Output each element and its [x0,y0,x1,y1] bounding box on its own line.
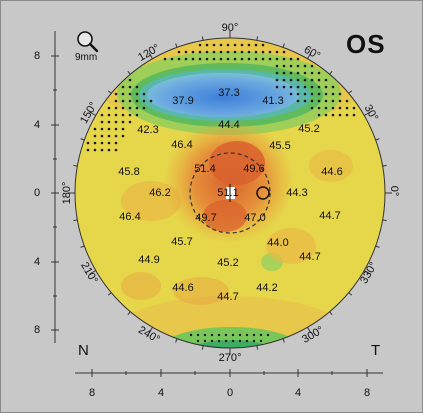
left-axis-tick-label: 4 [33,256,41,268]
bottom-axis-tick-label: 0 [226,387,234,399]
power-value: 44.4 [218,119,240,131]
power-value: 45.5 [269,140,291,152]
power-value: 45.8 [118,166,140,178]
left-axis-tick-label: 8 [33,50,41,62]
magnifier-icon[interactable] [77,31,99,53]
corner-label-nasal: N [78,342,89,359]
power-value: 49.7 [195,212,217,224]
power-value: 46.4 [171,139,193,151]
power-value: 44.0 [267,237,289,249]
corner-label-temporal: T [371,342,381,359]
power-value: 47.0 [244,212,266,224]
eye-label: OS [346,29,386,59]
pupil-marker [256,186,270,200]
bottom-axis-tick-label: 8 [363,387,371,399]
power-value: 44.7 [217,291,239,303]
angle-label: 270° [218,352,242,364]
bottom-axis-tick-label: 4 [157,387,165,399]
power-value: 45.2 [298,123,320,135]
angle-label: 0° [388,185,400,197]
angle-label: 90° [221,22,239,34]
power-value: 44.3 [286,187,308,199]
dot-pattern [86,43,356,343]
power-value: 44.6 [172,282,194,294]
power-value: 44.2 [256,282,278,294]
power-value: 51.4 [194,163,216,175]
power-value: 51.1 [217,187,239,199]
power-value: 41.3 [262,95,284,107]
angle-label: 180° [61,181,73,205]
bottom-axis-tick-label: 8 [88,387,96,399]
left-axis-tick-label: 4 [33,119,41,131]
scale-label: 9mm [75,52,98,63]
power-value: 44.7 [299,251,321,263]
power-value: 37.3 [218,87,240,99]
power-value: 44.7 [319,210,341,222]
power-value: 37.9 [172,95,194,107]
power-value: 42.3 [137,124,159,136]
power-value: 46.2 [149,187,171,199]
power-value: 49.6 [243,163,265,175]
bottom-axis-tick-label: 4 [294,387,302,399]
power-value: 45.7 [171,236,193,248]
ring-ticks [68,31,392,355]
left-axis-ticks [51,55,59,331]
bottom-axis-ticks [91,369,368,377]
power-value: 44.6 [321,166,343,178]
power-value: 46.4 [119,211,141,223]
power-value: 44.9 [138,254,160,266]
power-value: 45.2 [217,257,239,269]
left-axis-tick-label: 0 [33,187,41,199]
central-zone-circle [189,152,271,234]
left-axis-tick-label: 8 [33,324,41,336]
